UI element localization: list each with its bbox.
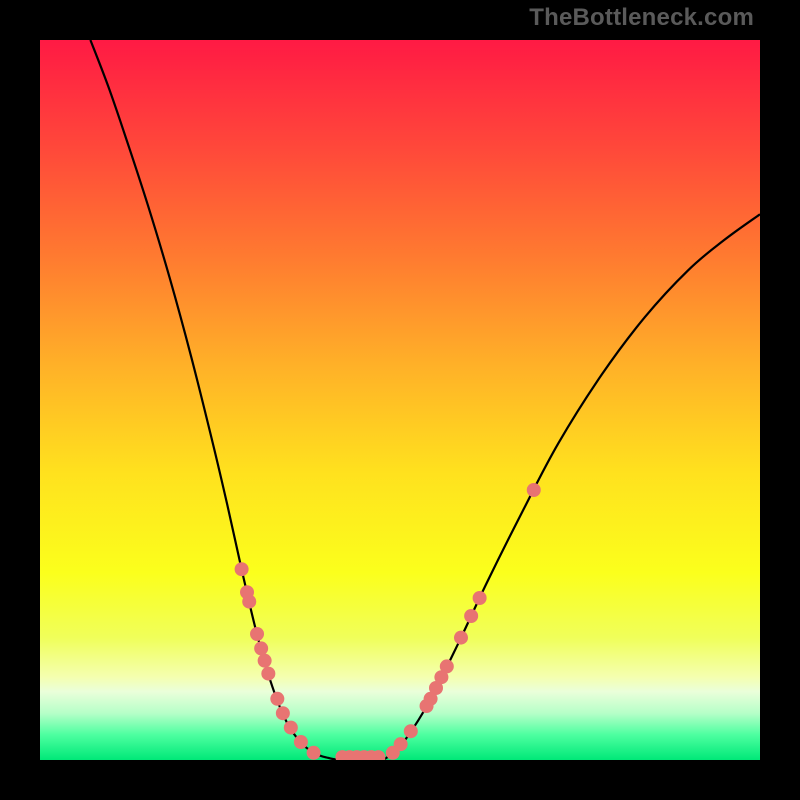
watermark-text: TheBottleneck.com [529,4,754,32]
marker-dot [473,591,487,605]
marker-dot [294,735,308,749]
curve-layer [40,40,760,760]
marker-dot [284,721,298,735]
marker-dot [240,585,254,599]
marker-dot [235,562,249,576]
marker-dot [527,483,541,497]
plot-area [40,40,760,760]
marker-dot [254,641,268,655]
v-curve [90,40,760,760]
marker-dots [235,483,541,760]
marker-dot [464,609,478,623]
marker-dot [394,737,408,751]
marker-dot [307,746,321,760]
marker-dot [258,654,272,668]
outer-frame: TheBottleneck.com [0,0,800,800]
marker-dot [270,692,284,706]
marker-dot [250,627,264,641]
marker-dot [440,659,454,673]
marker-dot [454,631,468,645]
marker-dot [261,667,275,681]
marker-dot [404,724,418,738]
marker-dot [276,706,290,720]
